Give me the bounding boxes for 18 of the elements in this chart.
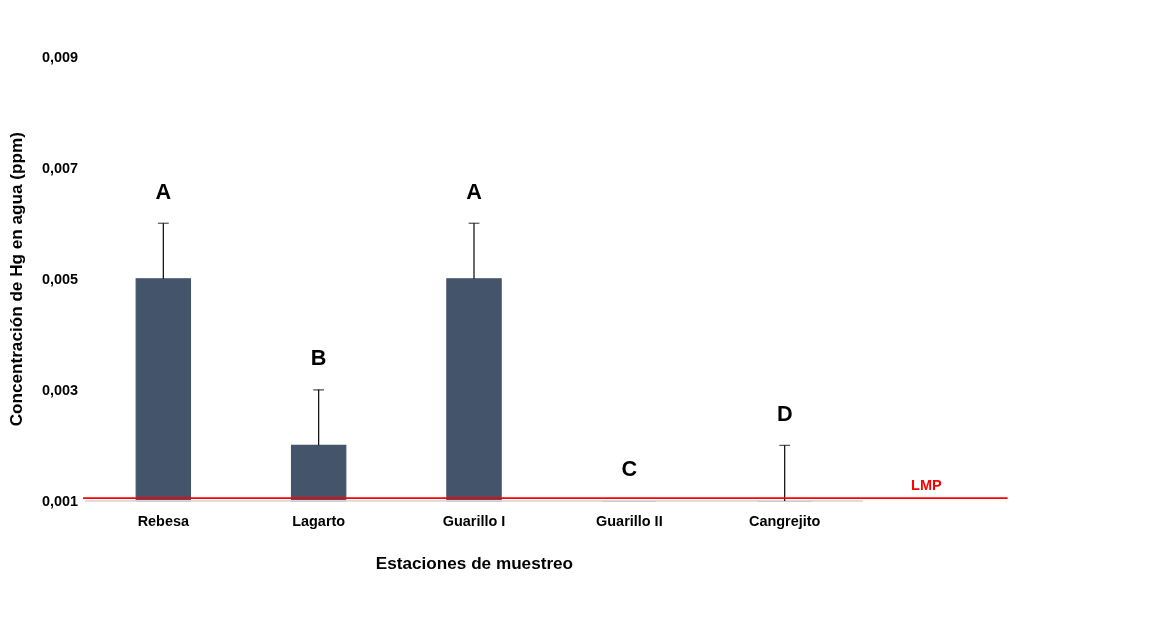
annotation: C [621, 456, 638, 482]
x-tick-label: Guarillo II [596, 512, 663, 529]
annotation: B [310, 345, 327, 371]
x-tick-label: Lagarto [292, 512, 346, 529]
x-tick-label: Rebesa [137, 512, 190, 529]
annotation: D [776, 400, 793, 426]
ref-line-label: LMP [911, 476, 942, 493]
y-axis-title: Concentración de Hg en agua (ppm) [6, 132, 27, 427]
x-tick-label: Cangrejito [749, 512, 821, 529]
y-tick-label: 0,007 [41, 159, 79, 176]
y-tick-label: 0,003 [41, 381, 79, 398]
annotation: A [466, 178, 483, 204]
x-axis-title: Estaciones de muestreo [375, 553, 574, 574]
y-tick-label: 0,005 [41, 270, 79, 287]
x-tick-label: Guarillo I [442, 512, 506, 529]
y-tick-label: 0,009 [41, 48, 79, 65]
y-tick-label: 0,001 [41, 492, 79, 509]
annotation: A [155, 178, 172, 204]
